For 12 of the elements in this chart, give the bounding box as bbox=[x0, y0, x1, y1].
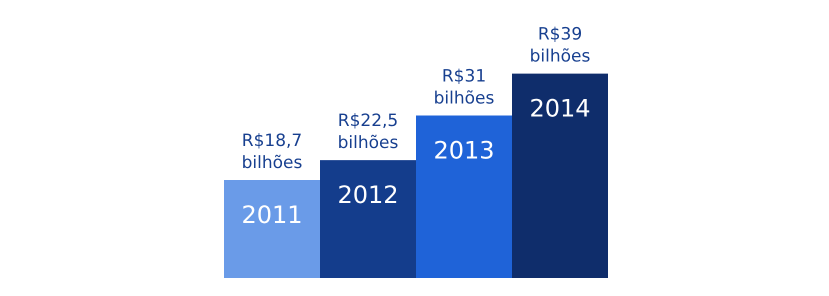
x-tick-label: 2014 bbox=[529, 94, 591, 123]
data-label: R$18,7 bilhões bbox=[242, 130, 303, 173]
bar bbox=[512, 74, 608, 278]
x-tick-label: 2013 bbox=[433, 136, 495, 165]
data-label: R$31 bilhões bbox=[434, 66, 495, 109]
data-label: R$39 bilhões bbox=[530, 24, 591, 67]
bar bbox=[416, 116, 512, 278]
data-label: R$22,5 bilhões bbox=[338, 111, 399, 154]
bar bbox=[320, 160, 416, 278]
x-tick-label: 2011 bbox=[241, 200, 303, 229]
x-tick-label: 2012 bbox=[337, 181, 399, 210]
bar bbox=[224, 180, 320, 278]
